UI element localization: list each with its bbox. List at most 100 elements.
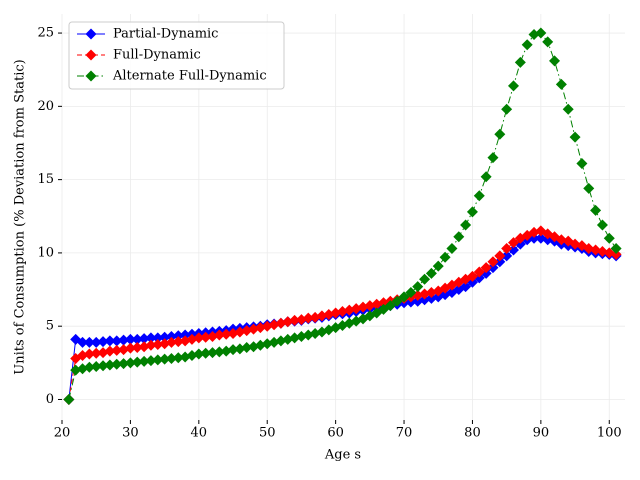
y-axis-label: Units of Consumption (% Deviation from S… [13, 59, 28, 374]
marker [391, 295, 403, 307]
marker [90, 336, 102, 348]
marker [555, 78, 567, 90]
marker [90, 347, 102, 359]
marker [480, 171, 492, 183]
marker [398, 291, 410, 303]
legend: Partial-Dynamic Full-Dynamic Alternate Ful… [68, 21, 285, 90]
marker [97, 336, 109, 348]
marker [172, 330, 184, 342]
marker [302, 312, 314, 324]
marker [535, 27, 547, 39]
marker [453, 231, 465, 243]
marker [501, 250, 513, 262]
marker [507, 80, 519, 92]
marker [77, 336, 89, 348]
marker [152, 332, 164, 344]
marker [172, 336, 184, 348]
marker [432, 260, 444, 272]
marker [97, 360, 109, 372]
marker [590, 204, 602, 216]
legend-box [68, 21, 285, 90]
x-tick-label: 90 [533, 426, 550, 441]
marker [131, 333, 143, 345]
legend-label: Partial-Dynamic [113, 27, 218, 42]
marker [165, 330, 177, 342]
marker [90, 361, 102, 373]
marker [111, 358, 123, 370]
marker [104, 345, 116, 357]
x-tick-label: 40 [191, 426, 208, 441]
marker [104, 335, 116, 347]
y-tick-label: 0 [46, 392, 54, 407]
marker [384, 300, 396, 312]
marker [466, 270, 478, 282]
marker [193, 332, 205, 344]
marker [241, 341, 253, 353]
marker [425, 267, 437, 279]
marker [145, 339, 157, 351]
x-axis-label: Age s [324, 448, 361, 463]
marker [124, 357, 136, 369]
marker [145, 355, 157, 367]
marker [152, 354, 164, 366]
marker [480, 262, 492, 274]
marker [152, 339, 164, 351]
x-tick-label: 20 [54, 426, 71, 441]
marker [131, 341, 143, 353]
marker [514, 56, 526, 68]
y-tick-label: 25 [37, 26, 54, 41]
x-tick-label: 50 [259, 426, 276, 441]
marker [460, 219, 472, 231]
marker [494, 256, 506, 268]
marker [405, 286, 417, 298]
marker [446, 243, 458, 255]
marker [111, 344, 123, 356]
marker [118, 358, 130, 370]
marker [569, 131, 581, 143]
marker [138, 333, 150, 345]
y-tick-label: 15 [37, 172, 54, 187]
marker [213, 329, 225, 341]
marker [501, 243, 513, 255]
x-tick-label: 30 [122, 426, 139, 441]
marker [439, 251, 451, 263]
marker [213, 346, 225, 358]
marker [487, 256, 499, 268]
marker [487, 152, 499, 164]
marker [494, 250, 506, 262]
marker [507, 237, 519, 249]
x-tick-label: 70 [396, 426, 413, 441]
marker [501, 103, 513, 115]
marker [63, 393, 75, 405]
marker [473, 266, 485, 278]
marker [145, 332, 157, 344]
marker [104, 359, 116, 371]
legend-label: Full-Dynamic [113, 48, 201, 63]
marker [83, 348, 95, 360]
marker [138, 355, 150, 367]
marker [172, 352, 184, 364]
marker [159, 353, 171, 365]
x-tick-label: 60 [327, 426, 344, 441]
y-tick-label: 10 [37, 245, 54, 260]
marker [83, 361, 95, 373]
legend-marker [85, 28, 97, 40]
marker [487, 262, 499, 274]
marker [466, 206, 478, 218]
marker [412, 281, 424, 293]
marker [460, 281, 472, 293]
y-tick-label: 20 [37, 99, 54, 114]
marker [419, 273, 431, 285]
marker [124, 333, 136, 345]
x-tick-label: 80 [464, 426, 481, 441]
plot-area [63, 27, 622, 405]
marker [165, 336, 177, 348]
marker [159, 331, 171, 343]
marker [200, 347, 212, 359]
legend-marker [85, 70, 97, 82]
marker [549, 55, 561, 67]
marker [289, 314, 301, 326]
marker [111, 335, 123, 347]
marker [118, 334, 130, 346]
